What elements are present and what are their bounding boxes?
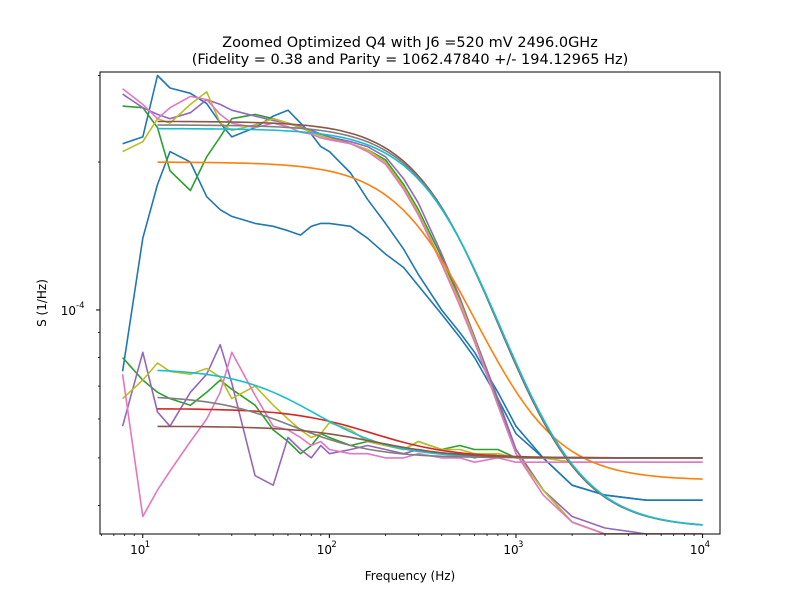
chart-subtitle: (Fidelity = 0.38 and Parity = 1062.47840… <box>192 52 629 68</box>
noisy-series-line-10 <box>121 351 703 518</box>
y-axis-label: S (1/Hz) <box>35 279 49 327</box>
noisy-series-line-6 <box>122 88 703 534</box>
x-axis-label: Frequency (Hz) <box>365 569 456 583</box>
plot-area <box>121 74 703 534</box>
x-tick-label-exponent: 1 <box>145 540 150 550</box>
chart-title: Zoomed Optimized Q4 with J6 =520 mV 2496… <box>222 35 598 51</box>
x-tick-label-exponent: 4 <box>705 540 710 550</box>
x-tick-label: 10 <box>130 543 145 557</box>
axes-frame <box>99 71 721 535</box>
fit-curve-8 <box>157 425 703 459</box>
x-tick-label: 10 <box>317 543 332 557</box>
x-axis: 10 1 10 2 10 3 10 4 <box>100 534 710 557</box>
x-tick-label: 10 <box>503 543 518 557</box>
y-tick-label: 10 <box>61 304 76 318</box>
y-tick-label-exponent: -4 <box>76 301 84 311</box>
fit-curve-4 <box>157 127 703 526</box>
x-tick-label-exponent: 2 <box>331 540 336 550</box>
y-axis: 10 -4 <box>61 75 100 506</box>
fit-curve-1 <box>157 161 703 480</box>
x-tick-label-exponent: 3 <box>518 540 523 550</box>
noisy-series-line-2 <box>121 150 703 502</box>
x-tick-label: 10 <box>690 543 705 557</box>
